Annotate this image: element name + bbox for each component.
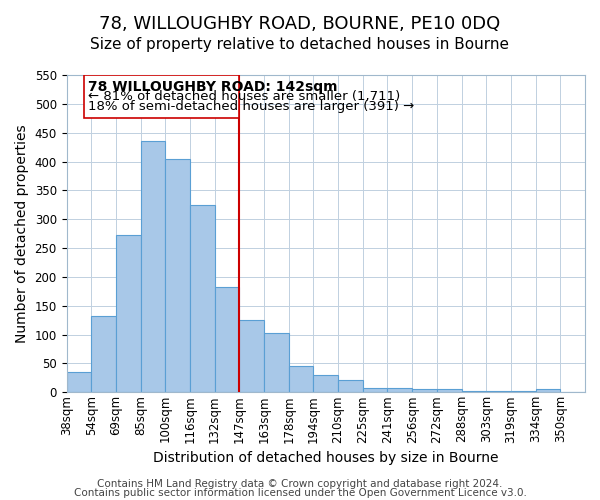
Text: Contains public sector information licensed under the Open Government Licence v3: Contains public sector information licen… <box>74 488 526 498</box>
Bar <box>165 158 190 392</box>
Bar <box>313 375 338 392</box>
Bar <box>67 372 91 392</box>
Bar <box>461 390 486 392</box>
Text: ← 81% of detached houses are smaller (1,711): ← 81% of detached houses are smaller (1,… <box>88 90 400 103</box>
FancyBboxPatch shape <box>84 75 239 118</box>
Text: 78, WILLOUGHBY ROAD, BOURNE, PE10 0DQ: 78, WILLOUGHBY ROAD, BOURNE, PE10 0DQ <box>100 15 500 33</box>
Bar <box>289 366 313 392</box>
Text: Contains HM Land Registry data © Crown copyright and database right 2024.: Contains HM Land Registry data © Crown c… <box>97 479 503 489</box>
Text: 18% of semi-detached houses are larger (391) →: 18% of semi-detached houses are larger (… <box>88 100 414 113</box>
Bar <box>486 390 511 392</box>
Bar <box>536 390 560 392</box>
Bar <box>412 390 437 392</box>
Bar <box>239 320 264 392</box>
Text: Size of property relative to detached houses in Bourne: Size of property relative to detached ho… <box>91 38 509 52</box>
Bar <box>363 388 388 392</box>
Bar <box>116 235 140 392</box>
Bar <box>388 388 412 392</box>
Bar <box>264 333 289 392</box>
Bar <box>338 380 363 392</box>
Text: 78 WILLOUGHBY ROAD: 142sqm: 78 WILLOUGHBY ROAD: 142sqm <box>88 80 337 94</box>
X-axis label: Distribution of detached houses by size in Bourne: Distribution of detached houses by size … <box>153 451 499 465</box>
Bar <box>511 390 536 392</box>
Bar <box>140 142 165 392</box>
Bar <box>437 390 461 392</box>
Bar <box>91 316 116 392</box>
Y-axis label: Number of detached properties: Number of detached properties <box>15 124 29 343</box>
Bar <box>190 205 215 392</box>
Bar <box>215 286 239 393</box>
